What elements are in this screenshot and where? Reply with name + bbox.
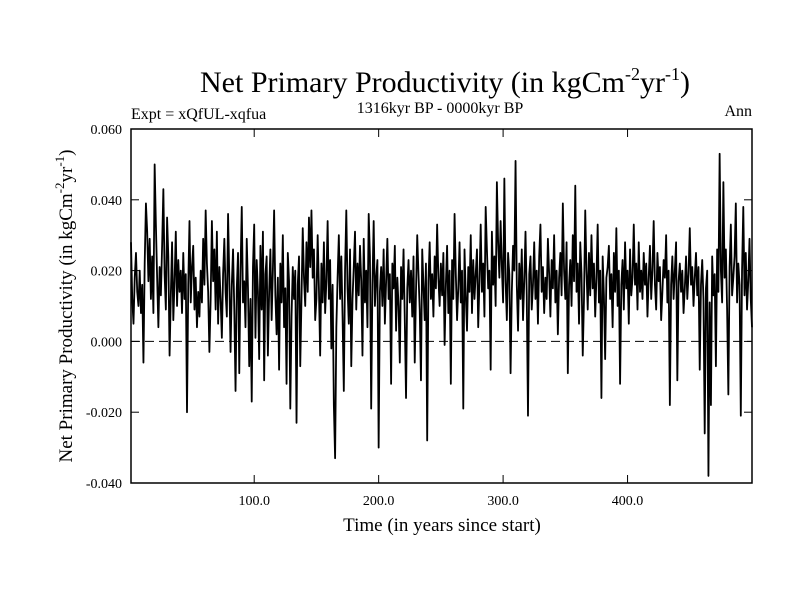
y-axis-label: Net Primary Productivity (in kgCm-2yr-1) xyxy=(52,150,77,463)
y-tick-label: -0.040 xyxy=(86,477,122,492)
x-tick-label: 100.0 xyxy=(238,494,270,509)
y-tick-label: 0.020 xyxy=(91,265,123,280)
x-tick-label: 200.0 xyxy=(363,494,395,509)
y-tick-label: 0.000 xyxy=(91,335,123,350)
series-line xyxy=(130,152,753,477)
y-tick-label: 0.040 xyxy=(91,194,123,209)
y-tick-label: -0.020 xyxy=(86,406,122,421)
period-label: 1316kyr BP - 0000kyr BP xyxy=(357,100,524,117)
y-tick-label: 0.060 xyxy=(91,123,123,138)
x-axis-label: Time (in years since start) xyxy=(343,515,541,536)
series-group xyxy=(130,152,753,477)
chart-title: Net Primary Productivity (in kgCm-2yr-1) xyxy=(200,64,690,99)
x-tick-label: 400.0 xyxy=(612,494,644,509)
experiment-label: Expt = xQfUL-xqfua xyxy=(131,106,266,123)
x-tick-label: 300.0 xyxy=(487,494,519,509)
plot-frame xyxy=(130,128,753,484)
season-label: Ann xyxy=(724,103,752,120)
